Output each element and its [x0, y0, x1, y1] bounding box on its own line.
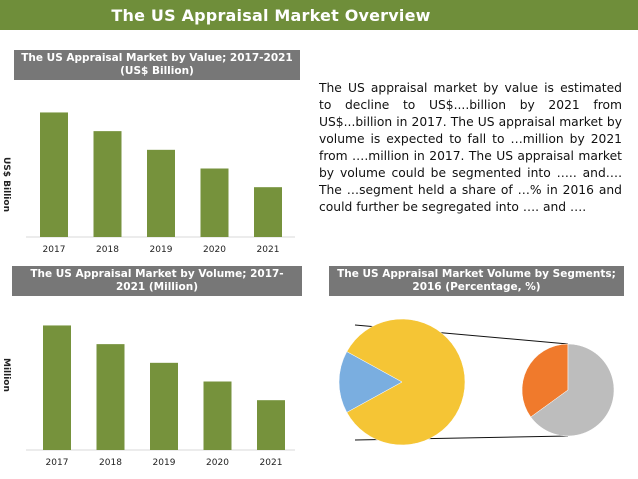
value-chart-title-text: The US Appraisal Market by Value; 2017-2…	[21, 52, 293, 77]
value-bar-chart: US$ Billion 2017 2018 2019 2020 2021	[1, 112, 295, 255]
volume-ticks-group: 2017 2018 2019 2020 2021	[46, 458, 283, 468]
value-bars-group	[40, 112, 282, 237]
value-ticks-group: 2017 2018 2019 2020 2021	[43, 245, 280, 255]
volume-bar-2018	[96, 344, 125, 450]
volume-tick-2020: 2020	[206, 458, 229, 468]
value-bar-2020	[200, 168, 229, 237]
segment-detail-slice-2	[530, 343, 615, 437]
value-bar-2017	[40, 112, 68, 237]
segment-detail-pie	[521, 343, 615, 437]
volume-tick-2019: 2019	[153, 458, 176, 468]
volume-bar-2020	[203, 381, 232, 450]
volume-y-axis-label: Million	[1, 358, 11, 392]
value-tick-2020: 2020	[203, 245, 226, 255]
segment-chart-title: The US Appraisal Market Volume by Segmen…	[329, 266, 624, 296]
value-tick-2019: 2019	[150, 245, 173, 255]
volume-bar-2021	[257, 400, 285, 450]
value-tick-2017: 2017	[43, 245, 66, 255]
value-bar-2018	[93, 131, 122, 237]
value-tick-2021: 2021	[257, 245, 280, 255]
value-y-axis-label: US$ Billion	[1, 157, 11, 212]
segment-detail-slice-1	[521, 343, 569, 418]
volume-tick-2021: 2021	[260, 458, 283, 468]
value-tick-2018: 2018	[96, 245, 119, 255]
volume-tick-2017: 2017	[46, 458, 69, 468]
volume-chart-title: The US Appraisal Market by Volume; 2017-…	[12, 266, 302, 296]
volume-bars-group	[43, 325, 285, 450]
volume-chart-title-text: The US Appraisal Market by Volume; 2017-…	[30, 268, 284, 293]
volume-bar-2019	[150, 362, 178, 450]
segment-chart-title-text: The US Appraisal Market Volume by Segmen…	[337, 268, 616, 293]
volume-tick-2018: 2018	[99, 458, 122, 468]
value-bar-2021	[254, 187, 282, 237]
page-title: The US Appraisal Market Overview	[111, 5, 431, 25]
segment-main-pie	[338, 318, 466, 446]
value-bar-2019	[147, 149, 175, 237]
volume-bar-chart: Million 2017 2018 2019 2020 2021	[1, 325, 295, 468]
segment-main-slice-1	[346, 318, 466, 446]
page-title-bar: The US Appraisal Market Overview	[0, 0, 638, 30]
volume-bar-2017	[43, 325, 71, 450]
value-chart-title: The US Appraisal Market by Value; 2017-2…	[14, 50, 300, 80]
segment-pie-chart	[338, 318, 615, 446]
segment-main-slice-2	[338, 351, 403, 413]
market-description: The US appraisal market by value is esti…	[319, 81, 622, 214]
